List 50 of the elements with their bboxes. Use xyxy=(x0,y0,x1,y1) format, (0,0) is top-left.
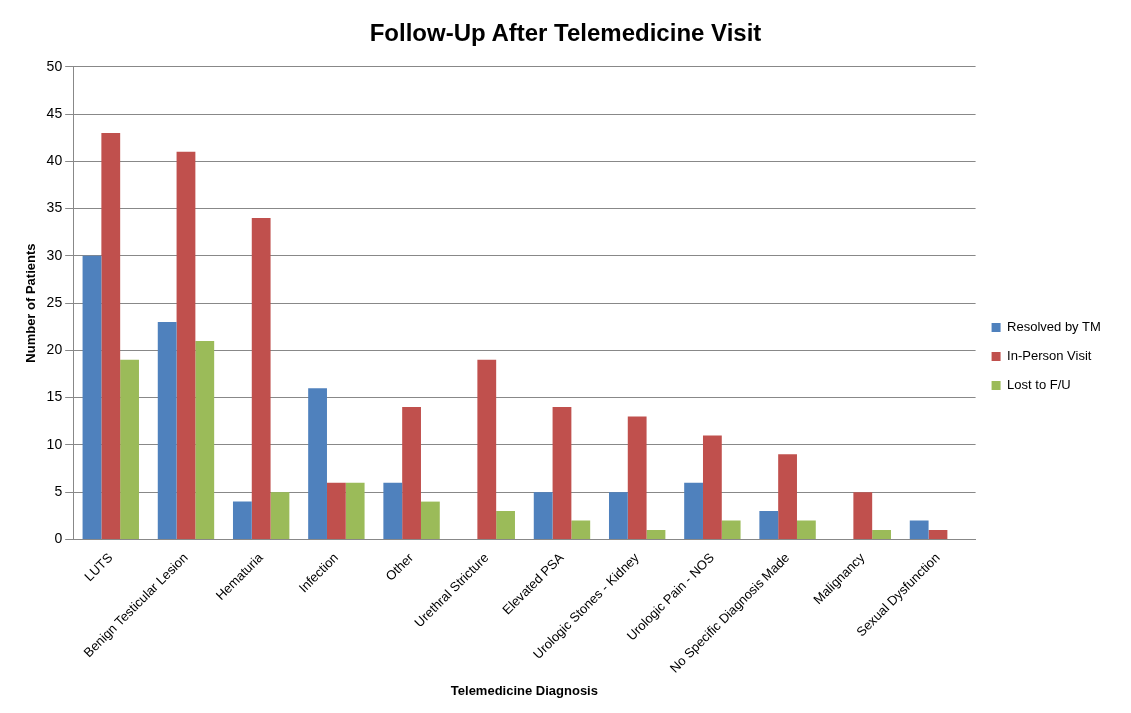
bar xyxy=(721,520,741,539)
bar xyxy=(759,511,779,539)
bar xyxy=(383,482,403,539)
bar xyxy=(420,501,440,539)
bar xyxy=(533,492,553,539)
bar xyxy=(308,388,327,539)
bar xyxy=(157,322,177,539)
y-tick-label: 5 xyxy=(54,483,63,500)
y-tick-label: 20 xyxy=(46,341,63,358)
bar xyxy=(909,520,929,539)
y-tick-label: 30 xyxy=(46,246,63,263)
bar xyxy=(251,218,271,539)
legend-label: In-Person Visit xyxy=(1007,348,1092,364)
bar xyxy=(232,501,252,539)
bar xyxy=(82,255,102,539)
chart-title: Follow-Up After Telemedicine Visit xyxy=(369,19,762,47)
y-tick-label: 40 xyxy=(46,152,63,169)
bar xyxy=(402,407,421,539)
bar xyxy=(195,340,215,539)
bar xyxy=(928,529,948,539)
bar xyxy=(608,492,628,539)
bar xyxy=(496,511,515,539)
bar xyxy=(646,529,666,539)
y-tick-label: 45 xyxy=(46,104,63,121)
bar xyxy=(702,435,722,539)
y-tick-label: 35 xyxy=(46,199,63,216)
bar xyxy=(571,520,591,539)
legend-label: Lost to F/U xyxy=(1007,377,1071,393)
bar xyxy=(627,416,647,539)
bar xyxy=(778,454,797,539)
bar xyxy=(326,482,346,539)
x-axis-title: Telemedicine Diagnosis xyxy=(450,682,598,698)
bar xyxy=(872,529,891,539)
y-axis-title: Number of Patients xyxy=(23,243,39,363)
bar xyxy=(552,407,572,539)
y-tick-label: 0 xyxy=(54,530,63,547)
bar xyxy=(120,359,139,539)
bar xyxy=(853,492,873,539)
y-tick-label: 10 xyxy=(46,435,63,452)
y-tick-label: 15 xyxy=(46,388,63,405)
bar xyxy=(796,520,816,539)
bar xyxy=(477,359,497,539)
y-tick-label: 50 xyxy=(46,57,63,74)
y-tick-label: 25 xyxy=(46,293,63,310)
bar xyxy=(684,482,703,539)
bar xyxy=(176,151,196,539)
bar xyxy=(270,492,290,539)
legend-label: Resolved by TM xyxy=(1007,319,1101,335)
bar xyxy=(101,132,121,539)
bar xyxy=(345,482,365,539)
